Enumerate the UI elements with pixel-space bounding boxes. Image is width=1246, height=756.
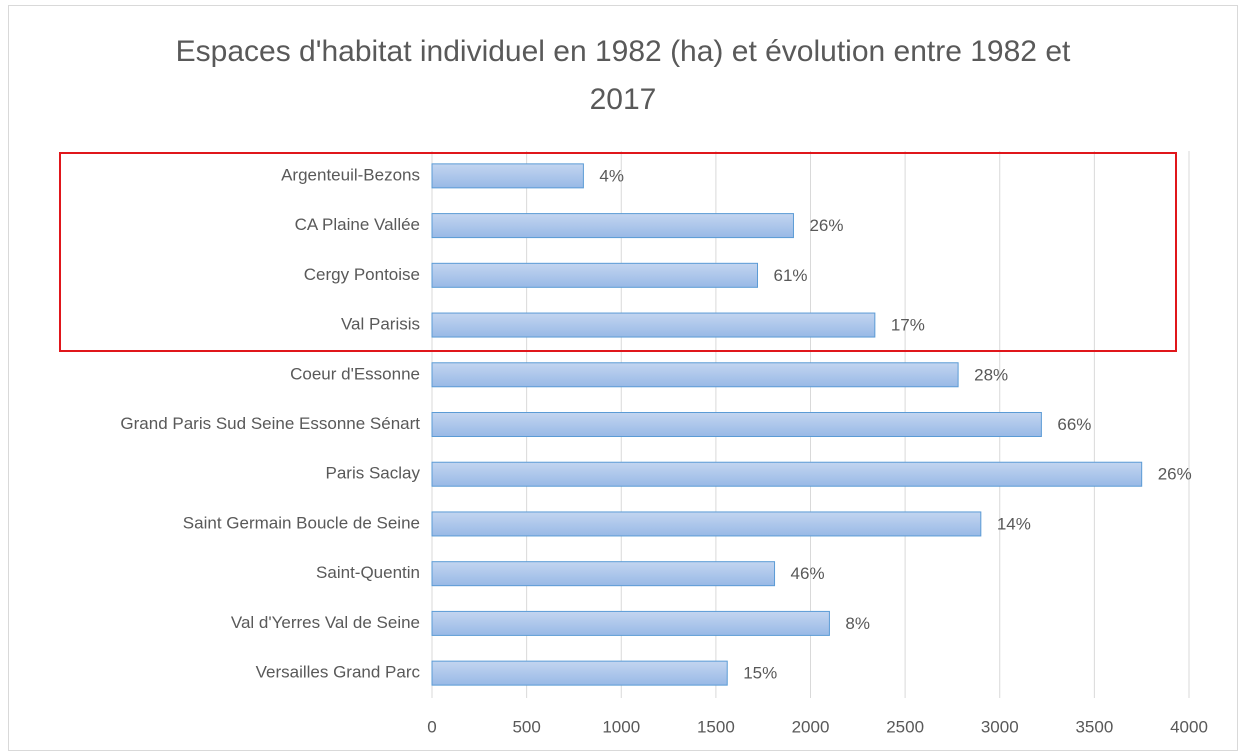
x-tick-label: 500 [512,717,540,736]
y-tick-label: Saint Germain Boucle de Seine [183,513,420,532]
bar [431,262,759,288]
data-label: 4% [599,166,624,185]
x-tick-label: 3500 [1075,717,1113,736]
bar [431,412,1042,437]
x-tick-label: 0 [427,717,436,736]
data-label: 26% [1158,465,1192,484]
y-tick-label: Val Parisis [341,315,420,334]
y-tick-label: CA Plaine Vallée [295,215,420,234]
bar [431,561,776,587]
bar [431,213,794,239]
y-tick-label: Cergy Pontoise [304,265,420,284]
highlight-box [59,152,1177,352]
x-tick-label: 1000 [602,717,640,736]
data-label: 46% [791,564,825,583]
data-label: 26% [809,216,843,235]
data-label: 28% [974,365,1008,384]
x-tick-label: 2000 [792,717,830,736]
y-tick-label: Coeur d'Essonne [290,364,420,383]
bar [431,312,876,338]
x-tick-label: 3000 [981,717,1019,736]
data-label: 15% [743,664,777,683]
bar [431,461,1143,487]
data-label: 14% [997,514,1031,533]
y-tick-label: Grand Paris Sud Seine Essonne Sénart [120,414,420,433]
bar [431,362,959,388]
bar [431,163,584,189]
chart-title: Espaces d'habitat individuel en 1982 (ha… [175,35,1071,116]
data-label: 8% [845,614,870,633]
y-tick-label: Saint-Quentin [316,563,420,582]
x-tick-label: 4000 [1170,717,1208,736]
data-label: 17% [891,316,925,335]
y-tick-label: Paris Saclay [326,464,421,483]
x-tick-label: 1500 [697,717,735,736]
data-label: 66% [1057,415,1091,434]
bar [431,610,830,636]
x-tick-label: 2500 [886,717,924,736]
bar [431,511,982,537]
y-tick-label: Argenteuil-Bezons [281,165,420,184]
bar [431,660,728,686]
y-tick-label: Versailles Grand Parc [256,663,421,682]
data-label: 61% [774,266,808,285]
y-tick-label: Val d'Yerres Val de Seine [231,613,420,632]
